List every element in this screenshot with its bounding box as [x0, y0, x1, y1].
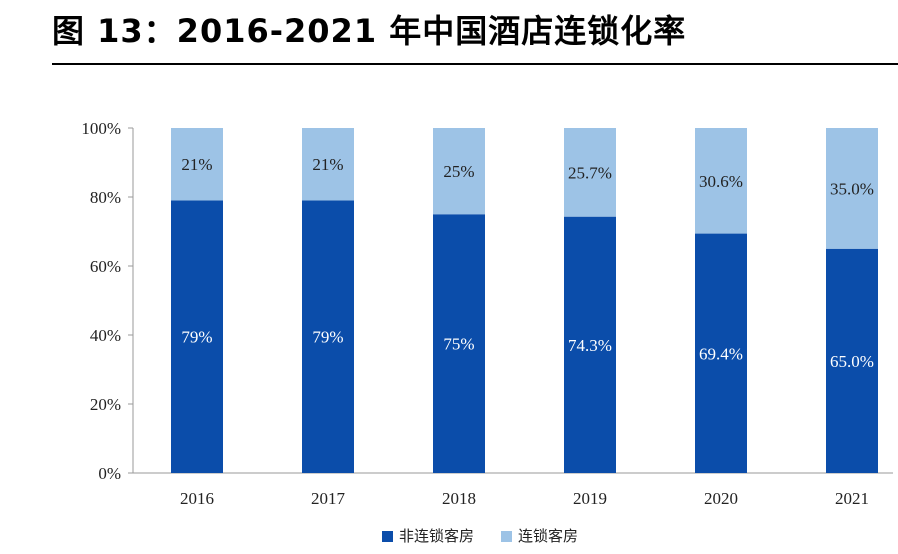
x-tick-label: 2018 [442, 489, 476, 508]
bar-segment [564, 216, 616, 474]
data-label: 79% [181, 328, 212, 347]
legend-label: 连锁客房 [518, 527, 578, 545]
data-label: 74.3% [568, 336, 612, 355]
chart-title: 图 13：2016-2021 年中国酒店连锁化率 [52, 12, 687, 50]
bar-segment [564, 128, 616, 217]
bar-segment [302, 128, 354, 201]
data-label: 65.0% [830, 352, 874, 371]
bar-segment [695, 233, 747, 473]
y-tick-label: 80% [90, 188, 121, 207]
bar-segment [171, 200, 223, 473]
y-tick-label: 60% [90, 257, 121, 276]
data-label: 75% [443, 335, 474, 354]
data-label: 25% [443, 162, 474, 181]
data-label: 21% [181, 155, 212, 174]
y-tick-label: 0% [98, 464, 121, 483]
data-label: 79% [312, 328, 343, 347]
data-label: 35.0% [830, 179, 874, 198]
bar-segment [302, 200, 354, 473]
bar-segment [826, 248, 878, 473]
y-tick-label: 100% [81, 119, 121, 138]
data-label: 30.6% [699, 172, 743, 191]
bar-segment [171, 128, 223, 201]
legend-swatch [501, 531, 512, 542]
bar-segment [826, 128, 878, 249]
y-tick-label: 20% [90, 395, 121, 414]
y-tick-label: 40% [90, 326, 121, 345]
x-tick-label: 2019 [573, 489, 607, 508]
title-rule [52, 63, 898, 65]
legend-swatch [382, 531, 393, 542]
x-tick-label: 2017 [311, 489, 346, 508]
legend-label: 非连锁客房 [399, 527, 474, 545]
bar-segment [433, 214, 485, 473]
bar-segment [433, 128, 485, 215]
x-tick-label: 2020 [704, 489, 738, 508]
data-label: 21% [312, 155, 343, 174]
x-tick-label: 2016 [180, 489, 214, 508]
data-label: 25.7% [568, 163, 612, 182]
x-tick-label: 2021 [835, 489, 869, 508]
data-label: 69.4% [699, 344, 743, 363]
bar-segment [695, 128, 747, 234]
